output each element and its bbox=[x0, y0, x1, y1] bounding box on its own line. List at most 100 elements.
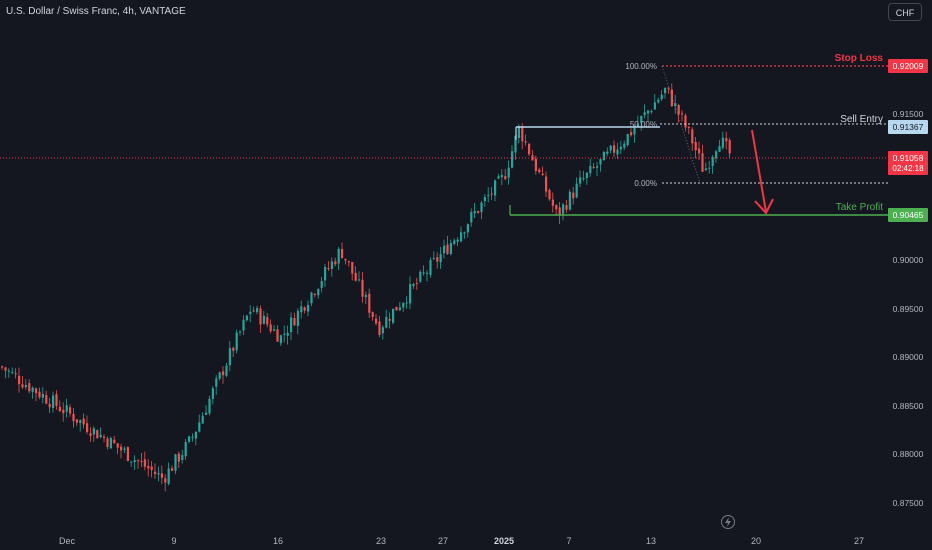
candle-body bbox=[395, 306, 398, 311]
price-tick: 0.89500 bbox=[893, 304, 924, 314]
candle-body bbox=[31, 387, 34, 392]
candle-body bbox=[477, 211, 480, 213]
current-price-tag: 0.91058 02:42:18 bbox=[888, 151, 928, 175]
candle-body bbox=[218, 372, 221, 379]
candle-body bbox=[103, 436, 106, 438]
candle-body bbox=[687, 127, 690, 129]
candle-body bbox=[211, 388, 214, 399]
currency-button[interactable]: CHF bbox=[888, 3, 922, 21]
candle-body bbox=[364, 294, 367, 298]
candle-body bbox=[52, 395, 55, 408]
candle-body bbox=[555, 205, 558, 210]
candle-body bbox=[35, 388, 38, 394]
candle-body bbox=[596, 166, 599, 168]
time-axis[interactable]: Dec 9 16 23 27 2025 7 13 20 27 bbox=[59, 536, 864, 546]
candle-body bbox=[473, 211, 476, 214]
candle-body bbox=[385, 317, 388, 328]
candle-body bbox=[215, 378, 218, 387]
candle-body bbox=[154, 471, 157, 475]
candle-body bbox=[432, 257, 435, 259]
candle-body bbox=[409, 284, 412, 304]
candle-body bbox=[378, 321, 381, 335]
price-tick: 0.87500 bbox=[893, 498, 924, 508]
time-tick: 27 bbox=[438, 536, 448, 546]
candle-body bbox=[551, 199, 554, 206]
candle-body bbox=[405, 302, 408, 304]
candle-body bbox=[375, 318, 378, 324]
candle-body bbox=[681, 113, 684, 115]
candle-body bbox=[293, 318, 296, 326]
candle-body bbox=[208, 398, 211, 414]
candle-body bbox=[4, 367, 7, 371]
candle-body bbox=[660, 94, 663, 100]
candle-body bbox=[694, 142, 697, 151]
candle-body bbox=[75, 419, 78, 423]
candle-body bbox=[341, 249, 344, 258]
candle-body bbox=[636, 123, 639, 127]
candle-body bbox=[446, 244, 449, 254]
candle-body bbox=[160, 473, 163, 478]
candle-body bbox=[718, 145, 721, 152]
candle-body bbox=[92, 428, 95, 435]
price-tick: 0.88000 bbox=[893, 449, 924, 459]
candle-body bbox=[575, 183, 578, 198]
candle-body bbox=[388, 319, 391, 321]
candle-body bbox=[140, 460, 143, 462]
candle-body bbox=[266, 317, 269, 325]
candle-body bbox=[657, 99, 660, 103]
candle-body bbox=[259, 308, 262, 325]
candle-body bbox=[368, 293, 371, 313]
candle-body bbox=[194, 431, 197, 439]
svg-text:0.92009: 0.92009 bbox=[893, 61, 924, 71]
candle-body bbox=[480, 202, 483, 213]
candle-body bbox=[647, 110, 650, 114]
candle-body bbox=[449, 242, 452, 255]
fib-mid-label: 50.00% bbox=[630, 120, 657, 129]
time-tick: 20 bbox=[751, 536, 761, 546]
candle-body bbox=[21, 384, 24, 388]
lightning-icon[interactable] bbox=[721, 515, 735, 529]
candle-body bbox=[422, 272, 425, 274]
candle-body bbox=[82, 418, 85, 425]
candle-body bbox=[252, 310, 255, 312]
candle-body bbox=[225, 365, 228, 376]
candle-body bbox=[609, 145, 612, 151]
candle-body bbox=[130, 461, 133, 463]
candle-body bbox=[18, 375, 21, 385]
candle-body bbox=[120, 446, 123, 451]
candle-body bbox=[269, 324, 272, 332]
stop-loss-label: Stop Loss bbox=[835, 53, 884, 64]
candle-body bbox=[650, 111, 653, 113]
candle-body bbox=[562, 204, 565, 214]
candle-body bbox=[436, 257, 439, 262]
candle-body bbox=[643, 112, 646, 116]
candle-body bbox=[626, 133, 629, 146]
arrow-down-icon bbox=[751, 129, 774, 215]
price-tick: 0.89000 bbox=[893, 352, 924, 362]
candle-body bbox=[460, 232, 463, 242]
sell-entry-label: Sell Entry bbox=[840, 114, 883, 125]
candle-body bbox=[354, 272, 357, 281]
candle-body bbox=[143, 459, 146, 467]
candle-body bbox=[708, 167, 711, 169]
candle-body bbox=[599, 159, 602, 165]
candle-body bbox=[334, 261, 337, 265]
candle-body bbox=[228, 348, 231, 366]
time-tick: 2025 bbox=[494, 536, 514, 546]
candle-body bbox=[453, 240, 456, 244]
candle-body bbox=[181, 454, 184, 461]
candle-body bbox=[582, 178, 585, 180]
take-profit-tag: 0.90465 bbox=[888, 208, 928, 222]
candle-body bbox=[283, 333, 286, 335]
time-tick: 23 bbox=[376, 536, 386, 546]
fib-bottom-label: 0.00% bbox=[634, 179, 657, 188]
candle-body bbox=[558, 207, 561, 216]
svg-text:0.91367: 0.91367 bbox=[893, 122, 924, 132]
candle-body bbox=[711, 157, 714, 166]
candle-body bbox=[150, 466, 153, 471]
candle-body bbox=[664, 88, 667, 94]
candle-body bbox=[245, 315, 248, 321]
candle-body bbox=[14, 373, 17, 375]
candle-body bbox=[307, 304, 310, 312]
